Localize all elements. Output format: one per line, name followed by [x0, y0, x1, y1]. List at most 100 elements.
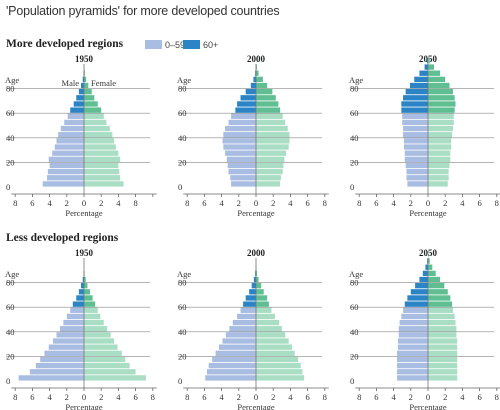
bar-male-25-29	[52, 150, 84, 156]
bar-female-15-19	[256, 162, 284, 169]
age-tick-80: 80	[350, 84, 359, 94]
x-tick-label: 2	[409, 392, 413, 402]
x-tick-label: 8	[185, 198, 189, 208]
bar-male-70-74	[249, 289, 256, 295]
bar-female-45-49	[428, 125, 453, 132]
bar-male-10-14	[208, 362, 256, 369]
age-axis-label-less-1950: Age	[5, 269, 19, 279]
bar-female-45-49	[256, 319, 280, 326]
bar-female-10-14	[428, 168, 449, 175]
bar-male-0-4	[18, 375, 84, 381]
bar-male-75-79	[80, 283, 84, 289]
bar-male-65-69	[407, 295, 428, 301]
bar-male-55-59	[240, 307, 256, 313]
bar-female-5-9	[428, 175, 449, 181]
bar-female-95-99	[428, 258, 430, 264]
age-tick-80: 80	[350, 278, 359, 288]
legend-swatch-old	[183, 40, 200, 49]
bar-female-80-84	[84, 82, 89, 89]
bar-female-0-4	[84, 181, 124, 187]
region-title-more-developed: More developed regions	[6, 38, 124, 50]
bar-female-25-29	[428, 150, 451, 156]
bar-female-75-79	[256, 89, 273, 95]
bar-female-30-34	[84, 144, 116, 150]
bar-female-35-39	[256, 138, 290, 144]
bar-female-95-99	[256, 64, 257, 70]
bar-female-30-34	[256, 338, 289, 344]
bar-female-5-9	[84, 369, 136, 375]
bar-female-15-19	[84, 162, 119, 169]
bar-female-80-84	[256, 82, 268, 89]
age-tick-20: 20	[350, 351, 359, 361]
bar-female-60-64	[84, 107, 102, 113]
bar-male-60-64	[243, 301, 256, 307]
bar-female-40-44	[256, 326, 282, 332]
bar-male-70-74	[403, 95, 428, 101]
age-tick-80: 80	[178, 278, 187, 288]
x-tick-label: 2	[237, 392, 241, 402]
age-tick-40: 40	[350, 133, 359, 143]
bar-female-45-49	[256, 125, 288, 132]
bar-female-65-69	[428, 295, 451, 301]
x-tick-label: 4	[116, 392, 121, 402]
x-tick-label: 6	[305, 392, 309, 402]
bar-male-5-9	[206, 369, 256, 375]
bar-female-90-94	[84, 70, 85, 76]
year-label-less-2000: 2000	[247, 248, 266, 258]
bar-male-15-19	[40, 356, 84, 363]
bar-male-10-14	[406, 168, 428, 175]
bar-male-10-14	[35, 362, 84, 369]
bar-female-40-44	[84, 132, 113, 138]
bar-male-85-89	[82, 76, 84, 83]
bar-male-30-34	[403, 144, 428, 150]
age-tick-60: 60	[178, 302, 187, 312]
bar-male-75-79	[245, 89, 256, 95]
bar-female-35-39	[84, 332, 111, 338]
bar-male-20-24	[226, 156, 256, 162]
bar-female-80-84	[256, 276, 259, 283]
bar-male-0-4	[231, 181, 256, 187]
bar-male-60-64	[235, 107, 256, 113]
bar-female-70-74	[428, 289, 448, 295]
bar-female-5-9	[84, 175, 121, 181]
x-tick-label: 0	[254, 198, 258, 208]
legend-label-old: 60+	[203, 40, 219, 50]
region-title-less-developed: Less developed regions	[6, 232, 119, 244]
bar-male-60-64	[70, 107, 84, 113]
bar-male-15-19	[49, 162, 84, 169]
bar-female-35-39	[256, 332, 286, 338]
bar-male-30-34	[53, 338, 84, 344]
bar-female-55-59	[256, 113, 283, 119]
x-tick-label: 6	[133, 392, 137, 402]
bar-female-45-49	[84, 319, 104, 326]
x-tick-label: 4	[47, 198, 52, 208]
bar-female-75-79	[256, 283, 262, 289]
bar-female-0-4	[256, 375, 305, 381]
x-tick-label: 6	[477, 392, 481, 402]
bar-female-35-39	[428, 138, 452, 144]
x-tick-label: 2	[65, 198, 69, 208]
x-tick-label: 8	[357, 392, 361, 402]
bar-male-45-49	[63, 319, 84, 326]
age-axis-label-more-2000: Age	[177, 75, 191, 85]
age-tick-20: 20	[178, 351, 187, 361]
bar-female-85-89	[256, 270, 258, 277]
bar-female-15-19	[256, 356, 299, 363]
male-label: Male	[62, 78, 80, 88]
bar-male-45-49	[232, 319, 256, 326]
bar-male-5-9	[29, 369, 84, 375]
x-tick-label: 8	[357, 198, 361, 208]
bar-male-60-64	[404, 301, 428, 307]
bar-male-5-9	[397, 369, 428, 375]
bar-male-15-19	[227, 162, 256, 169]
bar-male-85-89	[422, 270, 428, 277]
age-tick-0: 0	[178, 376, 182, 386]
bar-male-75-79	[251, 283, 256, 289]
x-tick-label: 6	[305, 198, 309, 208]
x-tick-label: 4	[116, 198, 121, 208]
bar-male-80-84	[82, 276, 84, 283]
bar-male-100+	[427, 58, 428, 64]
bar-male-10-14	[228, 168, 256, 175]
bar-male-85-89	[255, 270, 256, 277]
x-tick-label: 2	[443, 392, 447, 402]
